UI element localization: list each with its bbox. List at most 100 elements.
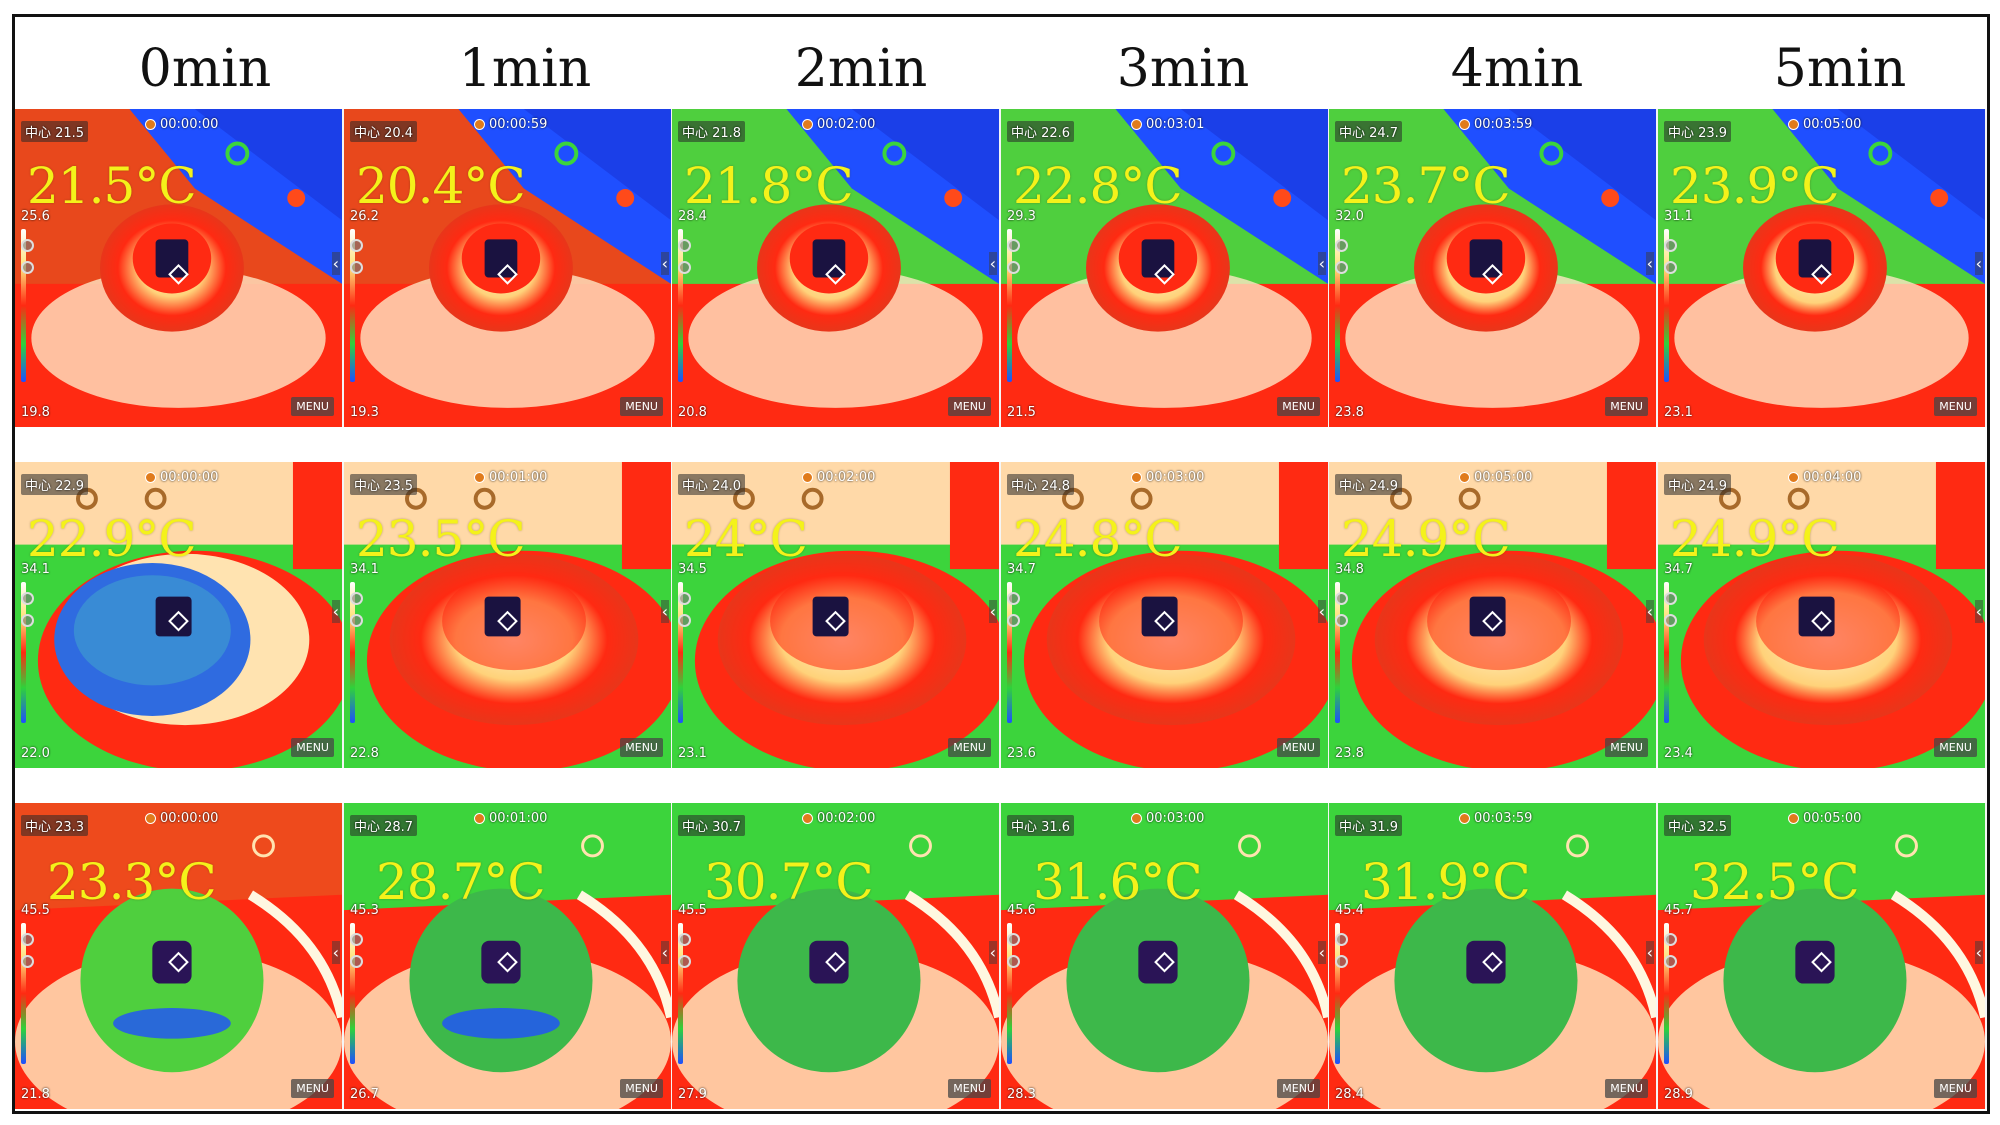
center-temp-readout: 中心 24.9 <box>1664 474 1732 495</box>
measured-temperature: 21.5°C <box>27 157 197 215</box>
chevron-left-icon[interactable]: ‹ <box>1317 940 1326 964</box>
chevron-left-icon[interactable]: ‹ <box>660 599 669 623</box>
scale-min-value: 20.8 <box>678 405 707 420</box>
scale-knob-icon <box>21 933 34 946</box>
recording-time: 00:01:00 <box>474 811 547 826</box>
measured-temperature: 24.9°C <box>1341 510 1511 568</box>
recording-time-value: 00:03:00 <box>1146 470 1205 485</box>
scale-knob-icon <box>1664 933 1677 946</box>
thermal-image <box>1329 109 1656 427</box>
scale-knob-icon <box>21 592 34 605</box>
scale-knob-icon <box>350 239 363 252</box>
thermal-image <box>344 462 671 768</box>
chevron-left-icon[interactable]: ‹ <box>660 252 669 276</box>
measured-temperature: 31.9°C <box>1361 853 1531 911</box>
menu-button[interactable]: MENU <box>948 397 991 416</box>
thermal-image <box>1329 803 1656 1109</box>
scale-max-value: 34.8 <box>1335 562 1364 577</box>
chevron-left-icon[interactable]: ‹ <box>1974 940 1983 964</box>
color-scale-bar <box>678 923 683 1064</box>
column-label: 4min <box>1450 39 1584 99</box>
measured-temperature: 30.7°C <box>704 853 874 911</box>
chevron-left-icon[interactable]: ‹ <box>331 252 340 276</box>
menu-button[interactable]: MENU <box>1934 397 1977 416</box>
scale-knob-icon <box>350 933 363 946</box>
scale-min-value: 23.1 <box>1664 405 1693 420</box>
chevron-left-icon[interactable]: ‹ <box>1317 252 1326 276</box>
recording-time: 00:00:59 <box>474 117 547 132</box>
scale-max-value: 45.5 <box>678 903 707 918</box>
menu-button[interactable]: MENU <box>620 1079 663 1098</box>
chevron-left-icon[interactable]: ‹ <box>1317 599 1326 623</box>
scale-min-value: 28.9 <box>1664 1087 1693 1102</box>
menu-button[interactable]: MENU <box>1934 738 1977 757</box>
scale-max-value: 34.5 <box>678 562 707 577</box>
record-dot-icon <box>145 813 156 824</box>
column-label: 3min <box>1116 39 1250 99</box>
menu-button[interactable]: MENU <box>620 738 663 757</box>
chevron-left-icon[interactable]: ‹ <box>660 940 669 964</box>
thermal-image <box>1001 462 1328 768</box>
menu-button[interactable]: MENU <box>1934 1079 1977 1098</box>
scale-min-value: 21.8 <box>21 1087 50 1102</box>
color-scale-bar <box>21 229 26 382</box>
center-temp-readout: 中心 31.9 <box>1335 815 1403 836</box>
menu-button[interactable]: MENU <box>948 1079 991 1098</box>
measured-temperature: 23.3°C <box>47 853 217 911</box>
thermal-image <box>1658 109 1985 427</box>
chevron-left-icon[interactable]: ‹ <box>1645 252 1654 276</box>
menu-button[interactable]: MENU <box>291 397 334 416</box>
menu-button[interactable]: MENU <box>1277 1079 1320 1098</box>
thermal-image-tile: 中心 24.8 00:03:00 34.7 23.6 24.8°C MENU ‹ <box>1001 462 1330 768</box>
scale-knob-icon <box>1335 592 1348 605</box>
recording-time: 00:03:00 <box>1131 811 1204 826</box>
scale-max-value: 45.3 <box>350 903 379 918</box>
chevron-left-icon[interactable]: ‹ <box>988 252 997 276</box>
chevron-left-icon[interactable]: ‹ <box>1974 599 1983 623</box>
measured-temperature: 23.7°C <box>1341 157 1511 215</box>
chevron-left-icon[interactable]: ‹ <box>331 599 340 623</box>
menu-button[interactable]: MENU <box>1277 738 1320 757</box>
color-scale-bar <box>1664 582 1669 723</box>
chevron-left-icon[interactable]: ‹ <box>1645 940 1654 964</box>
record-dot-icon <box>1459 472 1470 483</box>
menu-button[interactable]: MENU <box>1605 397 1648 416</box>
record-dot-icon <box>145 119 156 130</box>
menu-button[interactable]: MENU <box>948 738 991 757</box>
scale-max-value: 45.4 <box>1335 903 1364 918</box>
menu-button[interactable]: MENU <box>1277 397 1320 416</box>
chevron-left-icon[interactable]: ‹ <box>1645 599 1654 623</box>
scale-knob-icon <box>350 955 363 968</box>
recording-time: 00:04:00 <box>1788 470 1861 485</box>
recording-time: 00:00:00 <box>145 811 218 826</box>
menu-button[interactable]: MENU <box>291 1079 334 1098</box>
thermal-image <box>344 109 671 427</box>
record-dot-icon <box>1131 472 1142 483</box>
scale-max-value: 31.1 <box>1664 209 1693 224</box>
scale-knob-icon <box>1664 239 1677 252</box>
thermal-image <box>672 803 999 1109</box>
record-dot-icon <box>145 472 156 483</box>
color-scale-bar <box>21 923 26 1064</box>
chevron-left-icon[interactable]: ‹ <box>1974 252 1983 276</box>
scale-min-value: 22.8 <box>350 746 379 761</box>
menu-button[interactable]: MENU <box>1605 738 1648 757</box>
scale-knob-icon <box>1664 261 1677 274</box>
recording-time-value: 00:00:00 <box>160 811 219 826</box>
color-scale-bar <box>1335 582 1340 723</box>
recording-time-value: 00:00:59 <box>489 117 548 132</box>
menu-button[interactable]: MENU <box>291 738 334 757</box>
recording-time: 00:03:00 <box>1131 470 1204 485</box>
scale-knob-icon <box>350 592 363 605</box>
record-dot-icon <box>474 813 485 824</box>
scale-min-value: 23.1 <box>678 746 707 761</box>
chevron-left-icon[interactable]: ‹ <box>988 599 997 623</box>
menu-button[interactable]: MENU <box>1605 1079 1648 1098</box>
thermal-image-tile: 中心 24.7 00:03:59 32.0 23.8 23.7°C MENU ‹ <box>1329 109 1658 427</box>
chevron-left-icon[interactable]: ‹ <box>331 940 340 964</box>
chevron-left-icon[interactable]: ‹ <box>988 940 997 964</box>
thermal-image <box>344 803 671 1109</box>
color-scale-bar <box>1007 229 1012 382</box>
menu-button[interactable]: MENU <box>620 397 663 416</box>
scale-min-value: 22.0 <box>21 746 50 761</box>
